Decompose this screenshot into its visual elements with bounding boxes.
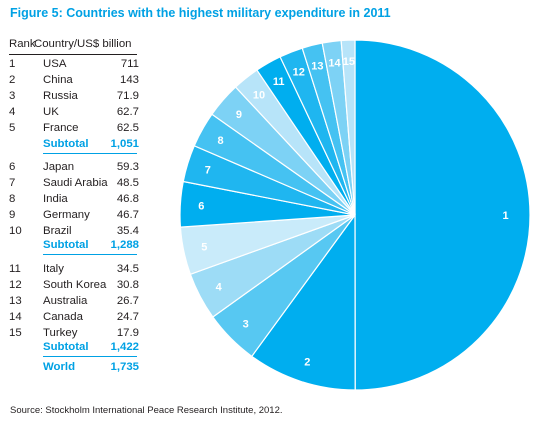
table-row: 2 China 143 bbox=[9, 74, 139, 86]
pie-slice-label-8: 8 bbox=[218, 135, 224, 147]
pie-slice-label-6: 6 bbox=[198, 201, 204, 213]
pie-slice-label-12: 12 bbox=[293, 67, 305, 79]
table-row: 5 France 62.5 bbox=[9, 122, 139, 134]
country-header: Country/US$ billion bbox=[34, 38, 132, 50]
table-row: 7 Saudi Arabia 48.5 bbox=[9, 177, 139, 189]
pie-slice-label-14: 14 bbox=[328, 57, 341, 69]
table-row: 12 South Korea 30.8 bbox=[9, 279, 139, 291]
pie-slice-label-5: 5 bbox=[201, 242, 207, 254]
subtotal-divider bbox=[43, 254, 137, 255]
source-note: Source: Stockholm International Peace Re… bbox=[10, 405, 283, 416]
table-row: 3 Russia 71.9 bbox=[9, 90, 139, 102]
table-row: 1 USA 711 bbox=[9, 58, 139, 70]
pie-slice-label-13: 13 bbox=[311, 61, 323, 73]
table-row: 6 Japan 59.3 bbox=[9, 161, 139, 173]
subtotal-row: Subtotal 1,422 bbox=[43, 341, 139, 353]
subtotal-divider bbox=[43, 153, 137, 154]
pie-slice-label-11: 11 bbox=[273, 76, 285, 88]
pie-slice-1 bbox=[354, 39, 531, 391]
rank-header: Rank bbox=[9, 38, 36, 50]
pie-slice-label-10: 10 bbox=[253, 90, 265, 102]
table-row: 13 Australia 26.7 bbox=[9, 295, 139, 307]
pie-slice-label-4: 4 bbox=[216, 282, 223, 294]
table-row: 15 Turkey 17.9 bbox=[9, 327, 139, 339]
table-row: 9 Germany 46.7 bbox=[9, 209, 139, 221]
pie-slice-2 bbox=[250, 213, 356, 391]
header-divider bbox=[9, 54, 137, 55]
table-row: 8 India 46.8 bbox=[9, 193, 139, 205]
subtotal-row: Subtotal 1,288 bbox=[43, 239, 139, 251]
table-row: 4 UK 62.7 bbox=[9, 106, 139, 118]
table-row: 10 Brazil 35.4 bbox=[9, 225, 139, 237]
chart-title: Figure 5: Countries with the highest mil… bbox=[10, 6, 391, 20]
pie-slice-15 bbox=[340, 39, 356, 216]
pie-slice-label-1: 1 bbox=[502, 210, 508, 222]
pie-slice-label-15: 15 bbox=[343, 56, 355, 68]
subtotal-row: Subtotal 1,051 bbox=[43, 138, 139, 150]
pie-slice-label-2: 2 bbox=[304, 356, 310, 368]
subtotal-divider bbox=[43, 356, 137, 357]
pie-slice-label-9: 9 bbox=[236, 109, 242, 121]
pie-slice-label-3: 3 bbox=[243, 318, 249, 330]
table-row: 11 Italy 34.5 bbox=[9, 263, 139, 275]
pie-slice-label-7: 7 bbox=[205, 165, 211, 177]
table-row: 14 Canada 24.7 bbox=[9, 311, 139, 323]
